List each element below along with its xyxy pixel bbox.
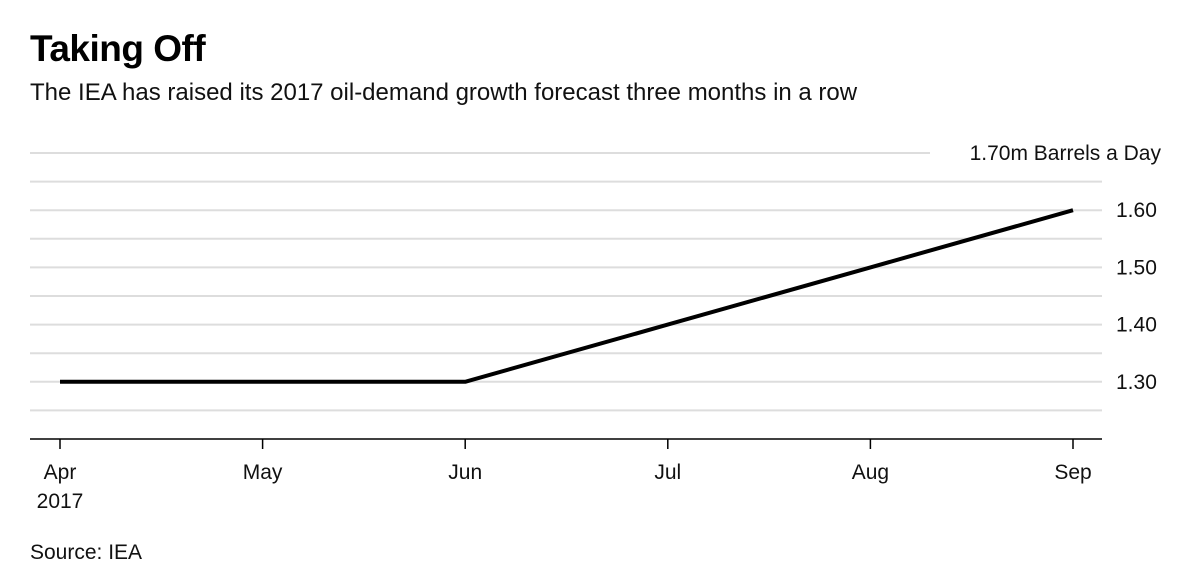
x-axis — [30, 438, 1102, 449]
y-tick-label: 1.40 — [1116, 314, 1157, 337]
y-tick-label: 1.50 — [1116, 256, 1157, 279]
x-tick-label: May — [243, 461, 283, 484]
y-tick-label: 1.60 — [1116, 199, 1157, 222]
gridlines — [30, 152, 1102, 412]
y-axis-unit-label: 1.70m Barrels a Day — [970, 142, 1162, 165]
source-note: Source: IEA — [30, 541, 143, 564]
x-tick-sublabel: 2017 — [37, 490, 84, 513]
x-tick-label: Sep — [1054, 461, 1091, 484]
x-tick-label: Jul — [654, 461, 681, 484]
series-line — [60, 208, 1074, 384]
x-tick-label: Jun — [448, 461, 482, 484]
chart-title: Taking Off — [30, 28, 206, 69]
x-tick-label: Aug — [852, 461, 889, 484]
y-tick-label: 1.30 — [1116, 371, 1157, 394]
chart-subtitle: The IEA has raised its 2017 oil-demand g… — [30, 79, 858, 106]
series-layer — [60, 208, 1074, 384]
x-tick-label: Apr — [44, 461, 77, 484]
axis-labels: Apr 2017 May Jun Jul Aug Sep 1.70m Barrels a Da… — [37, 142, 1162, 513]
